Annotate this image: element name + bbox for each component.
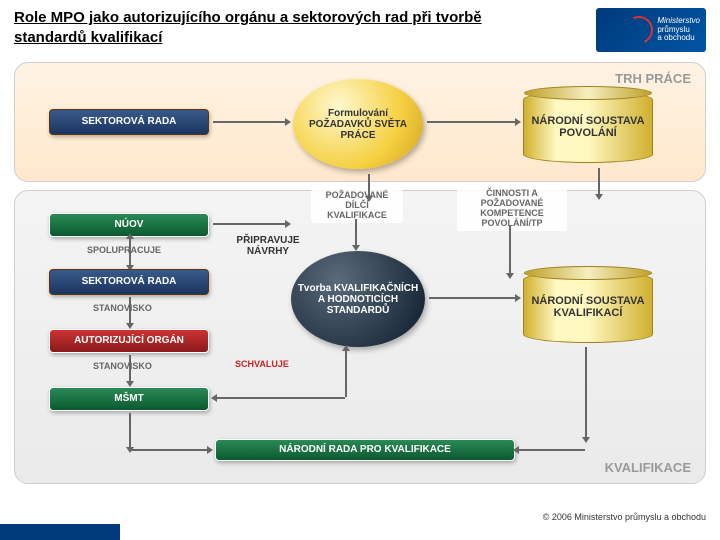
arrow-schvaluje-up [345,351,347,397]
arrow-pozadovane-tvorba [355,219,357,245]
arrow-cinnosti-nsk [509,225,511,273]
node-tvorba: Tvorba KVALIFIKAČNÍCH A HODNOTICÍCH STAN… [291,251,425,347]
footer-copyright: © 2006 Ministerstvo průmyslu a obchodu [543,512,706,522]
label-stanovisko1: STANOVISKO [93,303,152,313]
arrow-formulovani-down [368,174,370,196]
arrow-msmt-nrk-v [129,413,131,447]
arrow-rada2-autorizujici [129,297,131,323]
arrow-rada1-formulovani [213,121,285,123]
panel-trh-prace: TRH PRÁCE SEKTOROVÁ RADA Formulování POŽ… [14,62,706,182]
arrow-nsp-down [598,168,600,194]
label-schvaluje: SCHVALUJE [235,359,289,369]
node-sektorova-rada-2: SEKTOROVÁ RADA [49,269,209,295]
label-spolupracuje: SPOLUPRACUJE [87,245,161,255]
panel-label-bottom: KVALIFIKACE [605,460,691,475]
node-autorizujici: AUTORIZUJÍCÍ ORGÁN [49,329,209,353]
arrow-nsk-nrk-v [585,347,587,437]
panel-kvalifikace: KVALIFIKACE NÚOV SPOLUPRACUJE SEKTOROVÁ … [14,190,706,484]
label-cinnosti: ČINNOSTI A POŽADOVANÉ KOMPETENCE POVOLÁN… [457,187,567,231]
node-formulovani: Formulování POŽADAVKŮ SVĚTA PRÁCE [293,79,423,169]
label-pozadovane: POŽADOVANÉ DÍLČÍ KVALIFIKACE [311,189,403,223]
logo-line2: a obchodu [657,34,700,43]
arrow-nsk-nrk-h [519,449,585,451]
label-pripravuje: PŘIPRAVUJE NÁVRHY [229,235,307,257]
diagram-container: TRH PRÁCE SEKTOROVÁ RADA Formulování POŽ… [14,62,706,484]
arrow-nuov-tvorba [213,223,285,225]
logo-swoosh-icon [621,12,657,48]
footer-bar [0,524,120,540]
node-nsk-cylinder: NÁRODNÍ SOUSTAVA KVALIFIKACÍ [523,271,653,343]
arrow-nuov-rada2 [129,239,131,265]
page-title: Role MPO jako autorizujícího orgánu a se… [14,8,554,47]
arrow-formulovani-nsp [427,121,515,123]
node-msmt: MŠMT [49,387,209,411]
label-stanovisko2: STANOVISKO [93,361,152,371]
arrow-msmt-tvorba [217,397,345,399]
arrow-autorizujici-msmt [129,355,131,381]
arrow-msmt-nrk-h [129,449,207,451]
node-nrk: NÁRODNÍ RADA PRO KVALIFIKACE [215,439,515,461]
node-sektorova-rada-1: SEKTOROVÁ RADA [49,109,209,135]
panel-label-top: TRH PRÁCE [615,71,691,86]
node-nsp-cylinder: NÁRODNÍ SOUSTAVA POVOLÁNÍ [523,91,653,163]
footer: © 2006 Ministerstvo průmyslu a obchodu [0,512,720,540]
arrow-tvorba-nsk [429,297,515,299]
ministry-logo: Ministerstvo průmyslu a obchodu [596,8,706,52]
